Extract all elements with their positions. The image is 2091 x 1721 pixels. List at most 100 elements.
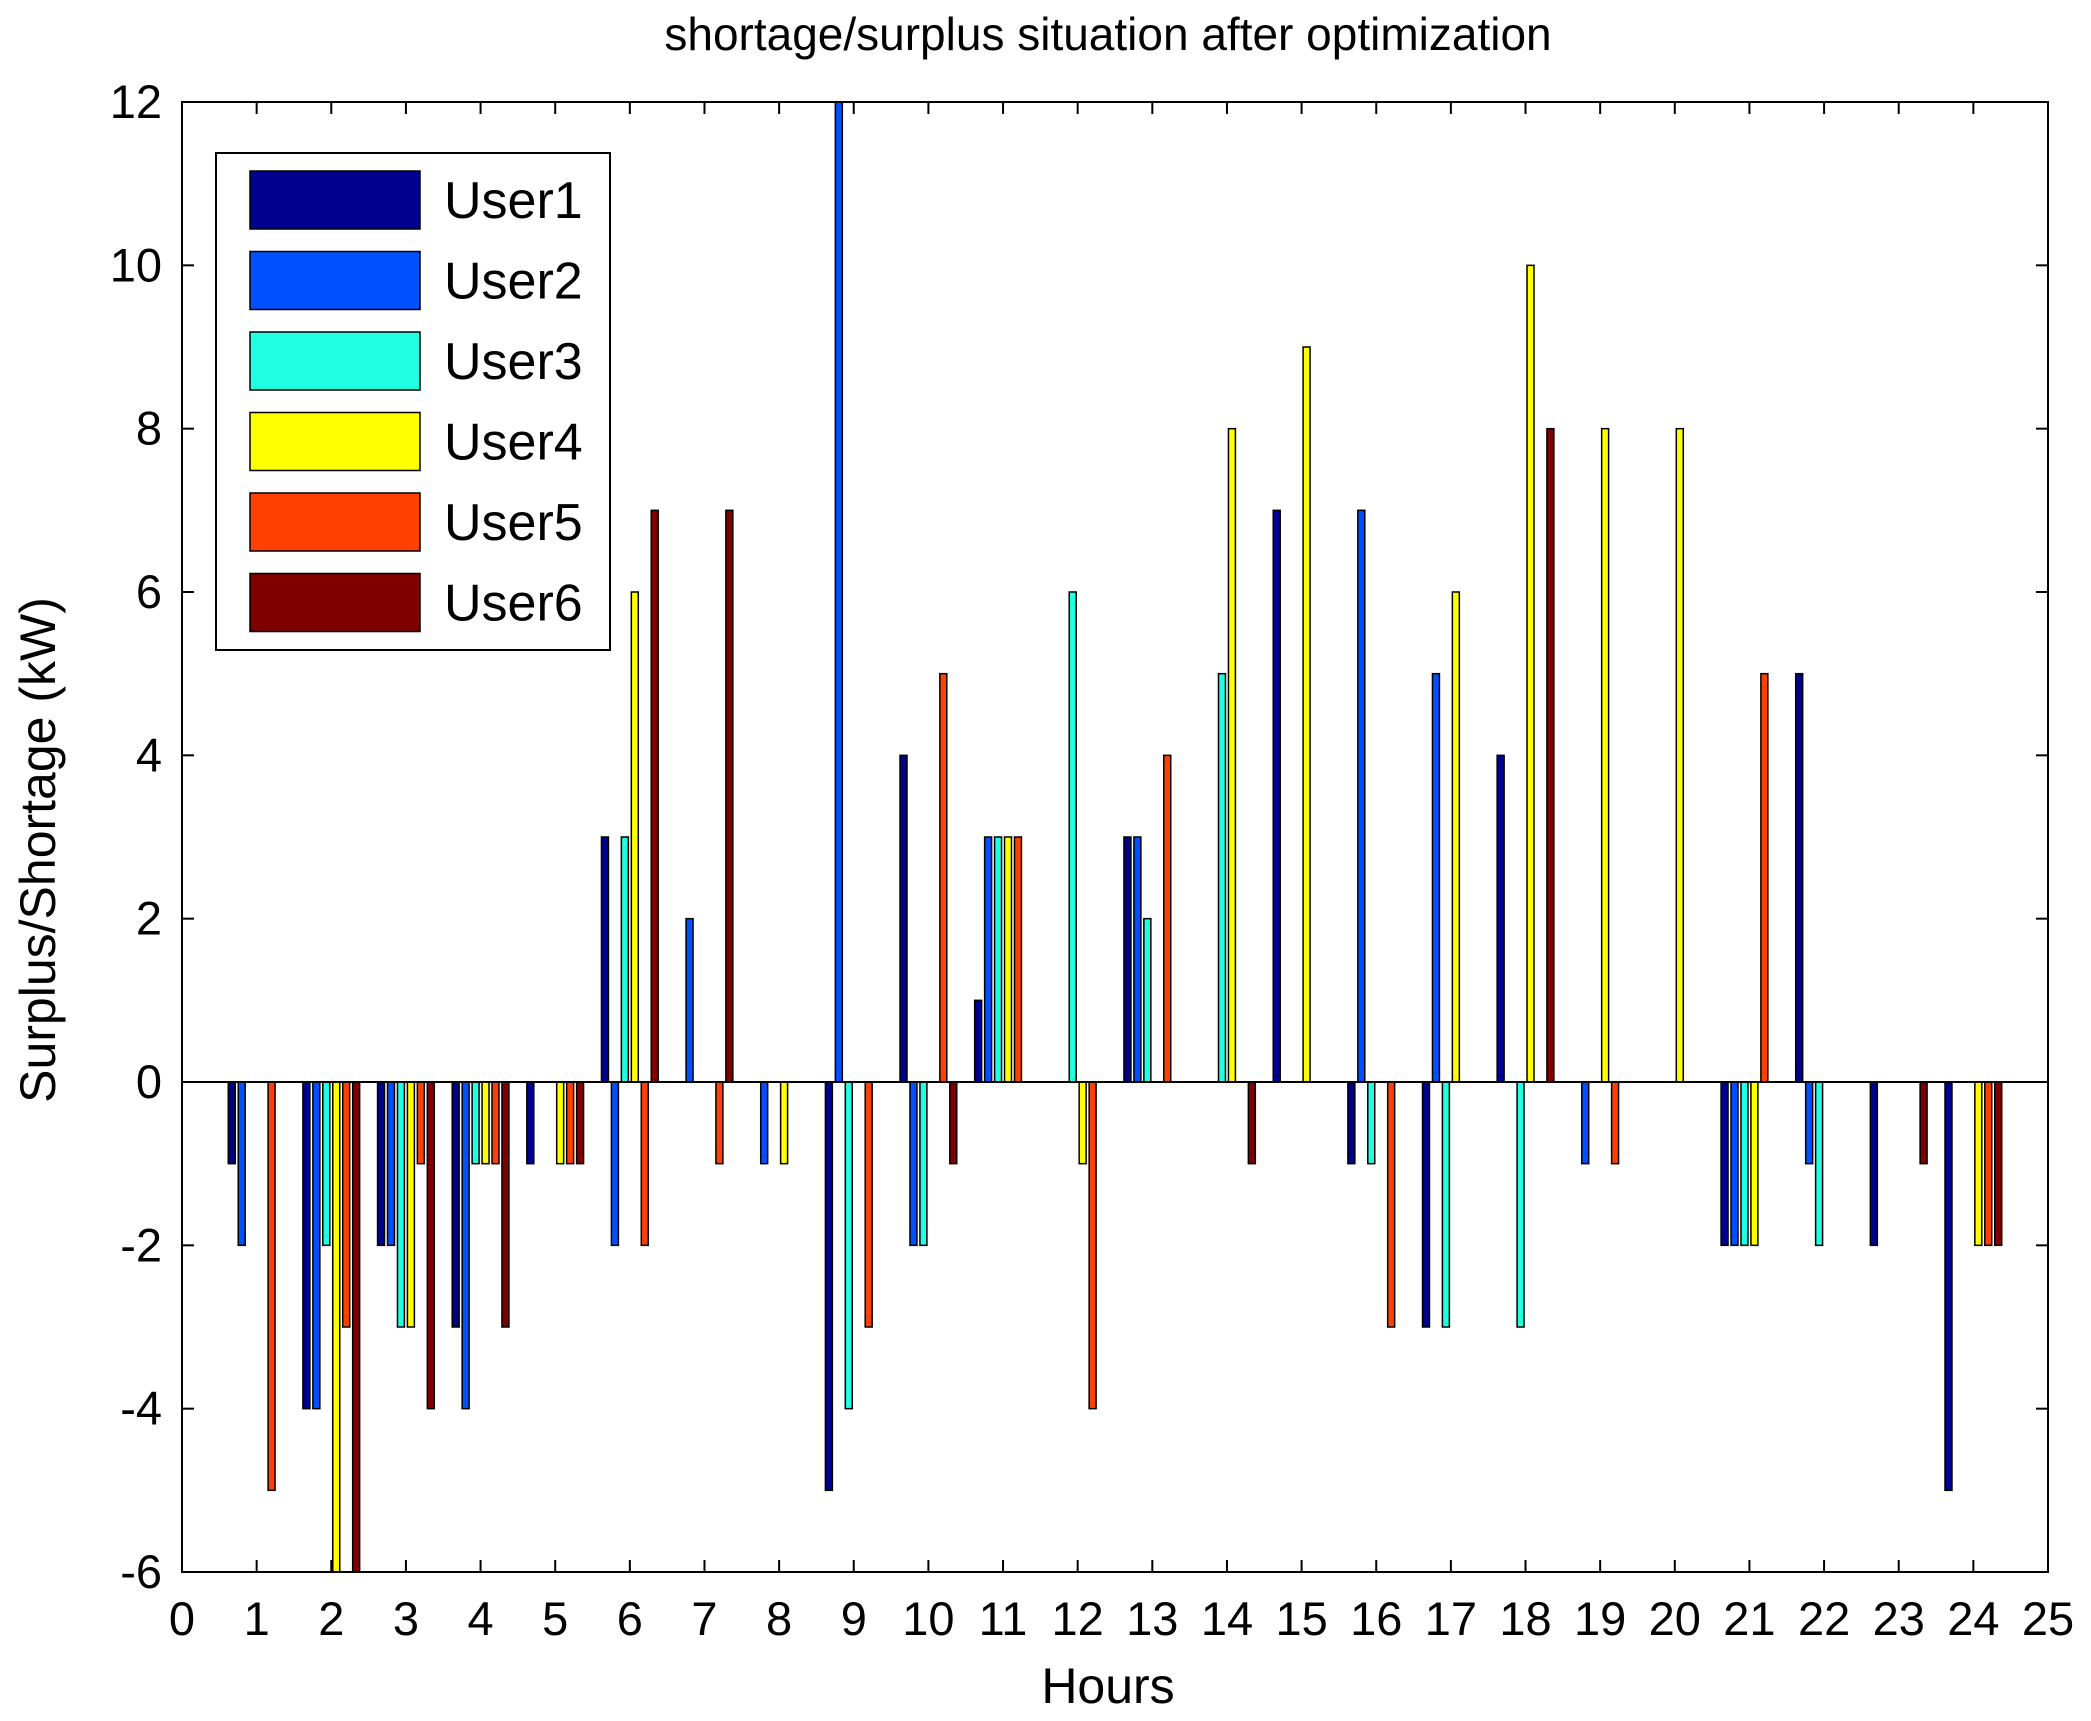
bar-user1-hour-9 [824, 1081, 834, 1492]
bar-user5-hour-24 [1984, 1081, 1993, 1247]
y-tick-label: 12 [110, 75, 162, 128]
bar-user5-hour-19 [1610, 1081, 1620, 1165]
bar-user3-hour-16 [1367, 1081, 1376, 1165]
y-tick-label: -2 [120, 1218, 162, 1271]
bar-user5-hour-9 [864, 1081, 873, 1328]
x-tick-label: 16 [1350, 1592, 1402, 1645]
bar-user4-hour-8 [779, 1081, 789, 1165]
bar-user4-hour-2 [332, 1081, 341, 1573]
bar-user1-hour-21 [1720, 1081, 1729, 1247]
bar-user1-hour-23 [1869, 1081, 1879, 1247]
bar-user2-hour-19 [1580, 1081, 1590, 1165]
bar-user4-hour-19 [1600, 427, 1610, 1083]
x-tick-label: 21 [1723, 1592, 1775, 1645]
x-tick-label: 12 [1052, 1592, 1104, 1645]
bar-user1-hour-10 [899, 754, 908, 1083]
bar-user2-hour-9 [834, 101, 844, 1083]
bar-user5-hour-10 [939, 672, 948, 1083]
bar-user3-hour-9 [844, 1081, 854, 1410]
bar-user2-hour-2 [312, 1081, 321, 1410]
bar-user5-hour-3 [416, 1081, 426, 1165]
legend-swatch-user3 [249, 331, 421, 391]
bar-user6-hour-23 [1919, 1081, 1928, 1165]
x-tick-label: 0 [169, 1592, 195, 1645]
bar-user3-hour-6 [620, 836, 630, 1083]
bar-user1-hour-3 [376, 1081, 386, 1247]
bar-user5-hour-16 [1386, 1081, 1396, 1328]
x-tick-label: 6 [617, 1592, 643, 1645]
legend-swatch-user1 [249, 170, 421, 230]
legend-box [215, 152, 611, 651]
bar-user1-hour-11 [973, 999, 983, 1083]
bar-user5-hour-1 [267, 1081, 276, 1492]
bar-user5-hour-5 [565, 1081, 575, 1165]
bar-user4-hour-18 [1526, 264, 1535, 1083]
y-tick-label: 2 [136, 892, 162, 945]
bar-user4-hour-15 [1302, 346, 1311, 1083]
x-tick-label: 1 [244, 1592, 270, 1645]
bar-user5-hour-13 [1163, 754, 1172, 1083]
bar-user3-hour-4 [471, 1081, 480, 1165]
bar-user4-hour-21 [1750, 1081, 1759, 1247]
bar-user5-hour-7 [715, 1081, 724, 1165]
bar-user1-hour-17 [1421, 1081, 1431, 1328]
bar-user2-hour-3 [386, 1081, 396, 1247]
bar-user1-hour-13 [1123, 836, 1132, 1083]
bar-user6-hour-18 [1546, 427, 1555, 1083]
x-axis: 0 1 2 3 4 5 6 7 8 9 10 11 12 13 14 15 16 17 18 19 20 21 22 23 24… [169, 102, 2074, 1645]
x-tick-label: 25 [2022, 1592, 2074, 1645]
bar-user3-hour-14 [1217, 672, 1227, 1083]
bar-user1-hour-1 [227, 1081, 236, 1165]
x-tick-label: 14 [1201, 1592, 1253, 1645]
bar-user2-hour-11 [983, 836, 993, 1083]
bar-user6-hour-3 [426, 1081, 436, 1410]
x-tick-label: 13 [1126, 1592, 1178, 1645]
x-tick-label: 4 [467, 1592, 493, 1645]
bar-user1-hour-15 [1272, 509, 1281, 1083]
chart-title: shortage/surplus situation after optimiz… [664, 8, 1551, 60]
x-tick-label: 2 [318, 1592, 344, 1645]
bar-user6-hour-2 [351, 1081, 361, 1573]
bar-user2-hour-1 [237, 1081, 246, 1247]
bar-user3-hour-3 [396, 1081, 406, 1328]
x-tick-label: 23 [1873, 1592, 1925, 1645]
bar-user4-hour-20 [1675, 427, 1685, 1083]
y-axis-label: Surplus/Shortage (kW) [10, 597, 66, 1103]
bar-user1-hour-16 [1347, 1081, 1356, 1165]
bar-user3-hour-10 [919, 1081, 928, 1247]
bar-user3-hour-17 [1441, 1081, 1451, 1328]
x-tick-label: 5 [542, 1592, 568, 1645]
y-tick-label: 10 [110, 238, 162, 291]
bar-user1-hour-6 [600, 836, 610, 1083]
x-tick-label: 17 [1425, 1592, 1477, 1645]
x-tick-label: 9 [841, 1592, 867, 1645]
x-tick-label: 7 [691, 1592, 717, 1645]
bar-user3-hour-2 [322, 1081, 331, 1247]
bar-user4-hour-3 [406, 1081, 416, 1328]
bar-user6-hour-5 [575, 1081, 585, 1165]
bar-user2-hour-4 [461, 1081, 470, 1410]
x-tick-label: 8 [766, 1592, 792, 1645]
bar-user2-hour-17 [1431, 672, 1441, 1083]
bar-user5-hour-11 [1013, 836, 1023, 1083]
bar-user1-hour-22 [1794, 672, 1804, 1083]
bar-user2-hour-10 [909, 1081, 918, 1247]
bar-user5-hour-21 [1760, 672, 1769, 1083]
bar-user2-hour-22 [1804, 1081, 1814, 1165]
legend-swatch-user4 [249, 411, 421, 472]
bar-user4-hour-14 [1227, 427, 1237, 1083]
bar-user4-hour-4 [481, 1081, 490, 1165]
x-tick-label: 19 [1574, 1592, 1626, 1645]
x-tick-label: 22 [1798, 1592, 1850, 1645]
bar-user3-hour-11 [993, 836, 1003, 1083]
bar-user1-hour-2 [302, 1081, 311, 1410]
bar-user6-hour-24 [1994, 1081, 2003, 1247]
x-tick-label: 11 [979, 1592, 1028, 1645]
bar-user4-hour-5 [555, 1081, 565, 1165]
legend-swatch-user5 [249, 492, 421, 552]
bar-user3-hour-22 [1814, 1081, 1824, 1247]
legend-label-user1: User1 [444, 172, 583, 230]
x-tick-label: 15 [1275, 1592, 1327, 1645]
bar-user6-hour-14 [1247, 1081, 1257, 1165]
